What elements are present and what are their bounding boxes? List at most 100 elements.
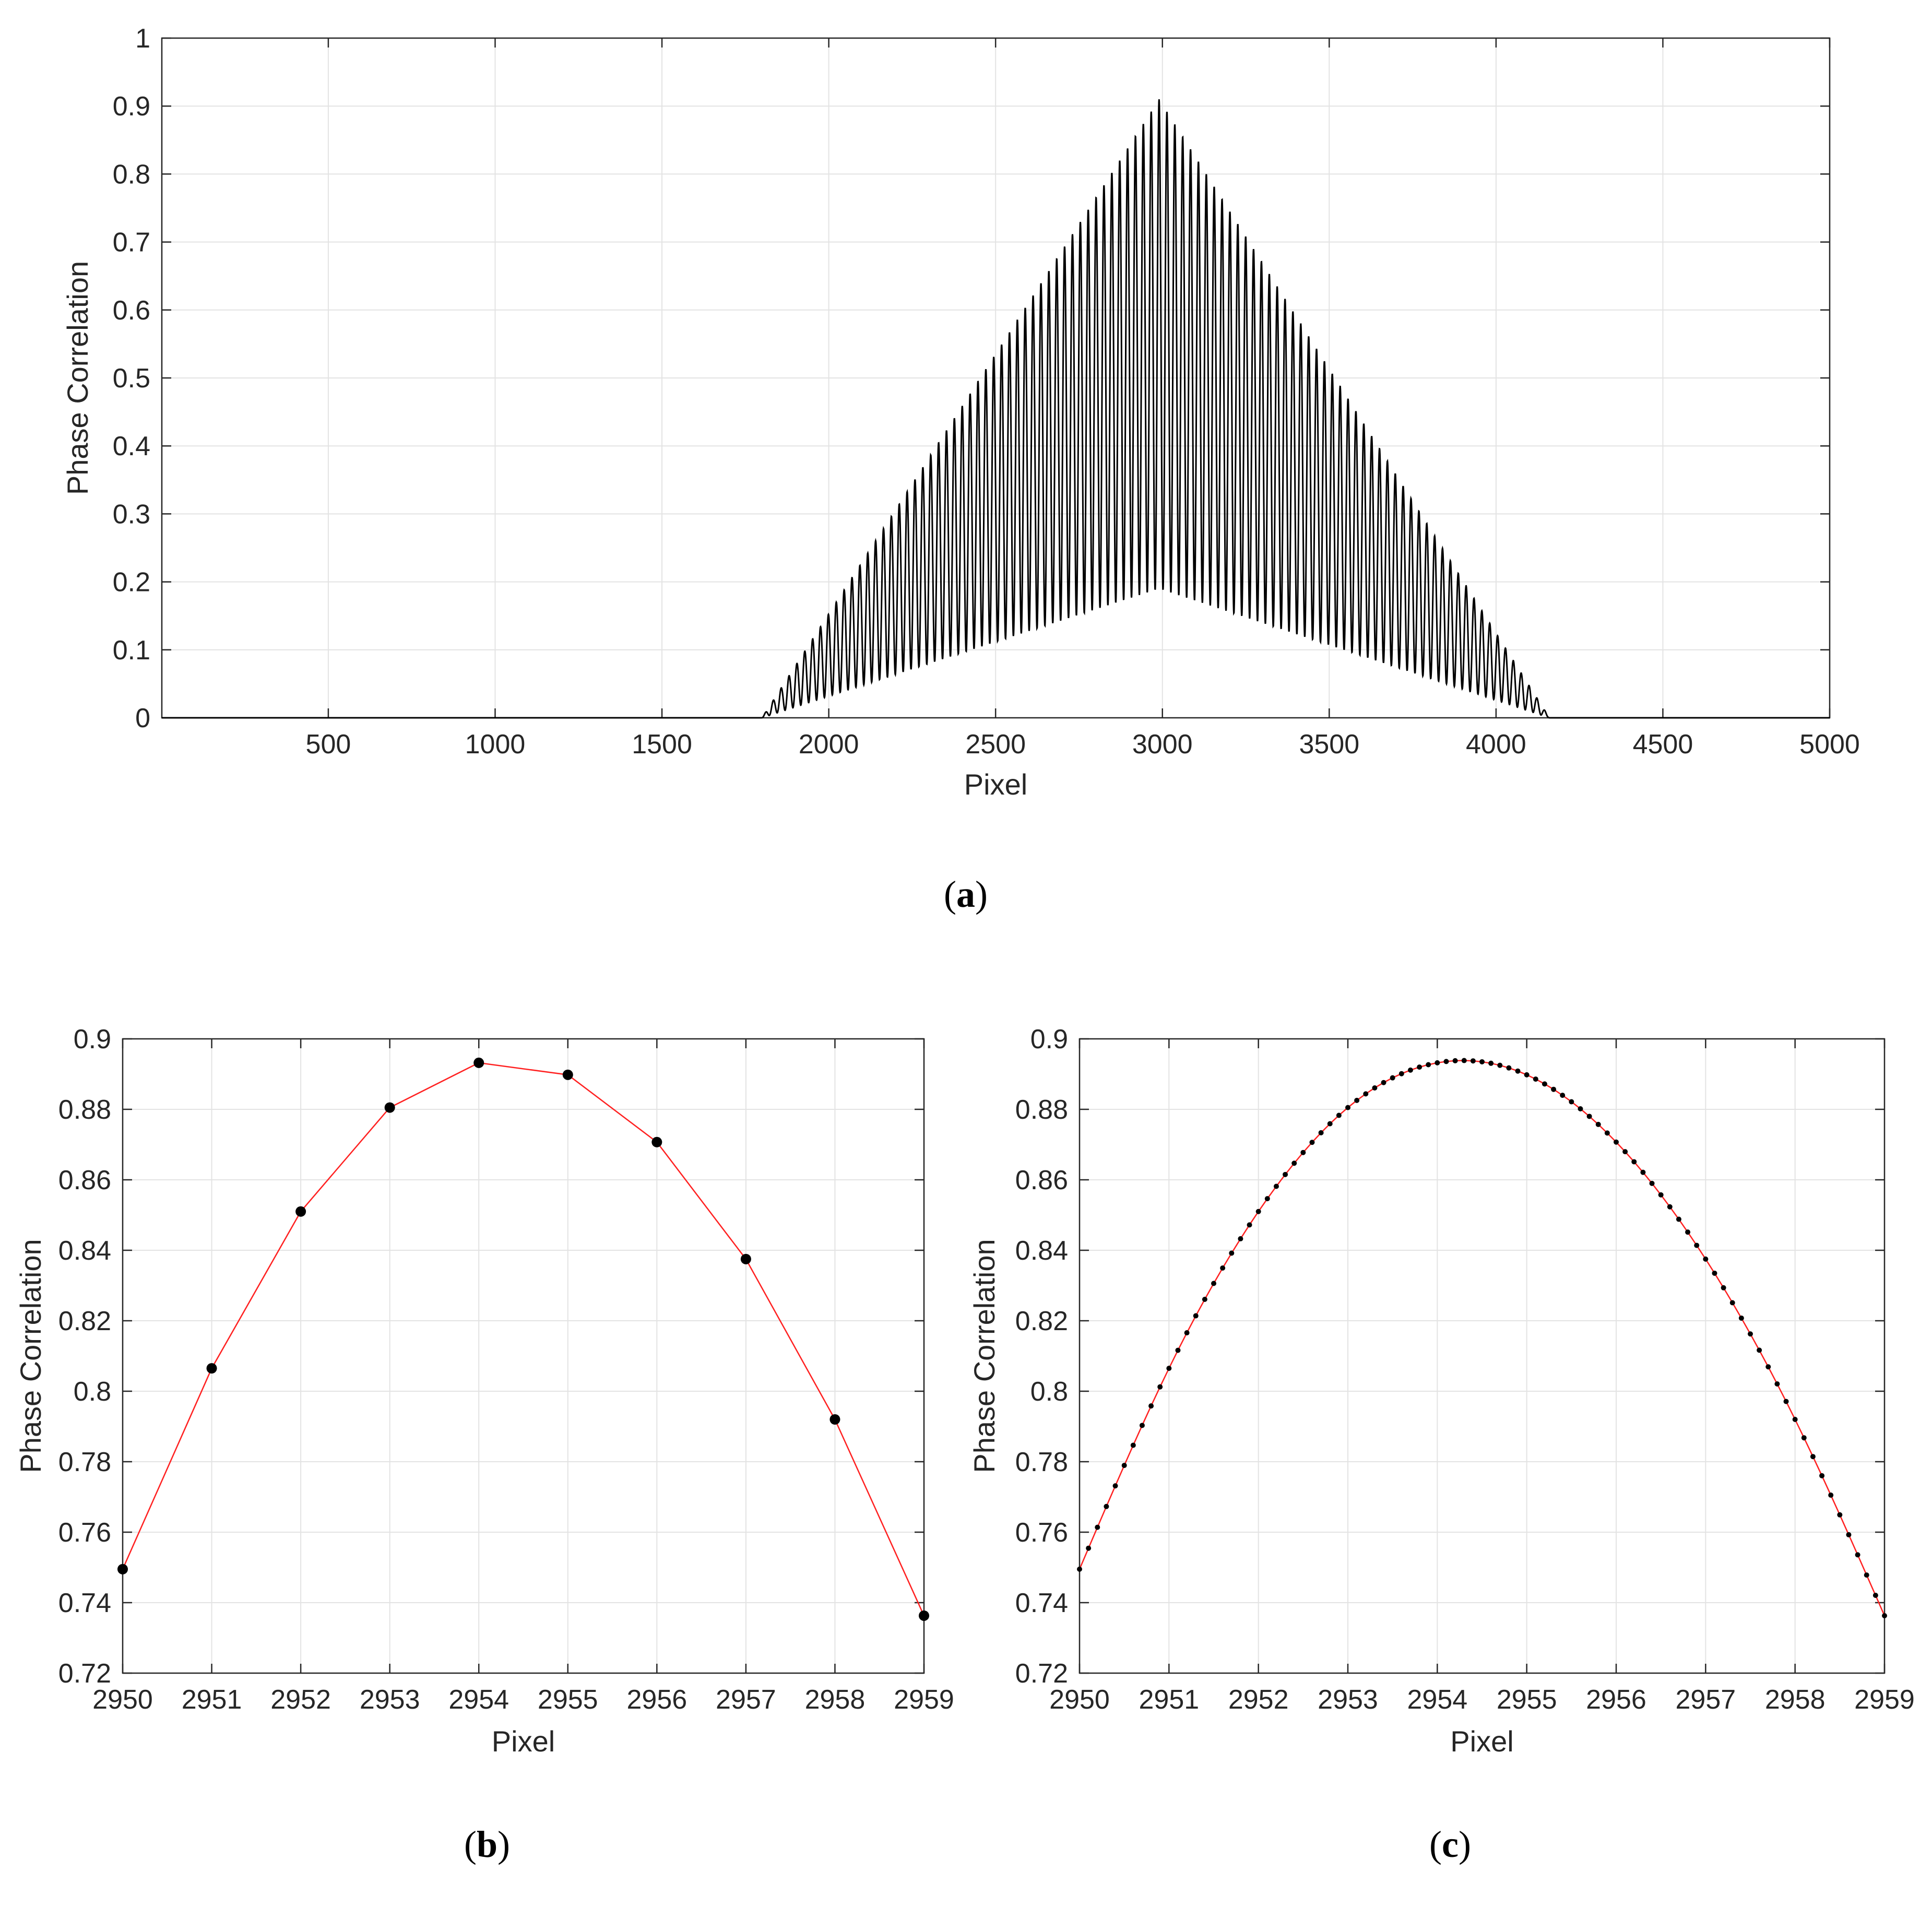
panel-c-data-point bbox=[1721, 1285, 1726, 1290]
panel-b-data-point bbox=[829, 1414, 840, 1425]
panel-c-data-point bbox=[1819, 1473, 1825, 1478]
panel-c-data-point bbox=[1202, 1297, 1207, 1302]
panel-b-x-tick-label: 2956 bbox=[626, 1685, 687, 1715]
panel-c-x-axis-label: Pixel bbox=[1450, 1725, 1513, 1758]
panel-a-x-tick-label: 4000 bbox=[1466, 729, 1526, 760]
panel-b-caption: (b) bbox=[464, 1823, 510, 1865]
panel-b-y-tick-label: 0.72 bbox=[58, 1659, 111, 1689]
panel-c-data-point bbox=[1443, 1059, 1449, 1064]
panel-c-data-point bbox=[1604, 1130, 1610, 1136]
panel-c-data-point bbox=[1569, 1099, 1574, 1105]
panel-b-data-point bbox=[117, 1563, 128, 1574]
panel-c-x-tick-label: 2959 bbox=[1854, 1685, 1915, 1715]
panel-c-x-tick-label: 2958 bbox=[1765, 1685, 1826, 1715]
panel-c-data-point bbox=[1774, 1381, 1780, 1387]
panel-c-data-point bbox=[1765, 1364, 1771, 1370]
panel-c-chart: 2950 2951 2952 2953 2954 2955 2956 2957 2958 2959… bbox=[968, 1024, 1915, 1758]
panel-c-y-tick-label: 0.74 bbox=[1015, 1588, 1068, 1618]
panel-c-data-point bbox=[1488, 1060, 1494, 1066]
panel-a-y-tick-label: 0.1 bbox=[113, 635, 150, 666]
panel-b-data-point bbox=[473, 1057, 484, 1068]
panel-a-y-tick-label: 1 bbox=[135, 23, 150, 54]
panel-b-x-tick-label: 2951 bbox=[182, 1685, 242, 1715]
panel-a-y-tick-label: 0.8 bbox=[113, 159, 150, 189]
panel-c-x-tick-label: 2955 bbox=[1497, 1685, 1557, 1715]
panel-c-data-point bbox=[1479, 1059, 1485, 1064]
panel-b-y-tick-label: 0.9 bbox=[74, 1024, 111, 1055]
panel-c-data-point bbox=[1220, 1265, 1226, 1271]
panel-c-data-point bbox=[1595, 1121, 1601, 1127]
panel-c-data-point bbox=[1792, 1417, 1798, 1422]
panel-b-x-tick-label: 2954 bbox=[448, 1685, 509, 1715]
panel-c-y-tick-label: 0.86 bbox=[1015, 1165, 1068, 1195]
panel-a-chart: 500 1000 1500 2000 2500 3000 3500 4000 4500 5000 0… bbox=[61, 23, 1860, 801]
panel-c-y-tick-label: 0.76 bbox=[1015, 1518, 1068, 1548]
panel-c-data-point bbox=[1255, 1209, 1261, 1214]
panel-c-x-tick-label: 2956 bbox=[1586, 1685, 1646, 1715]
panel-c-data-point bbox=[1157, 1384, 1163, 1390]
panel-c-data-point bbox=[1578, 1106, 1583, 1112]
panel-c-data-point bbox=[1345, 1105, 1350, 1110]
panel-c-x-tick-label: 2950 bbox=[1049, 1685, 1110, 1715]
panel-c-data-point bbox=[1846, 1532, 1852, 1537]
panel-c-y-tick-label: 0.78 bbox=[1015, 1447, 1068, 1477]
panel-a-y-tick-label: 0.6 bbox=[113, 295, 150, 326]
panel-a-x-tick-label: 2500 bbox=[965, 729, 1026, 760]
panel-a-y-tick-label: 0 bbox=[135, 703, 150, 733]
panel-a-y-axis-label: Phase Correlation bbox=[61, 261, 94, 495]
panel-c-data-point bbox=[1712, 1270, 1717, 1276]
panel-c-data-point bbox=[1810, 1454, 1816, 1460]
panel-c-data-point bbox=[1738, 1315, 1744, 1321]
panel-c-data-point bbox=[1685, 1229, 1691, 1235]
panel-c-x-tick-label: 2951 bbox=[1139, 1685, 1199, 1715]
panel-c-data-point bbox=[1184, 1330, 1190, 1336]
panel-c-data-point bbox=[1855, 1552, 1860, 1558]
panel-c-data-point bbox=[1435, 1060, 1440, 1065]
panel-c-data-point bbox=[1452, 1058, 1458, 1063]
panel-b-y-tick-label: 0.76 bbox=[58, 1518, 111, 1548]
panel-b-y-axis-label: Phase Correlation bbox=[14, 1239, 47, 1473]
panel-c-data-point bbox=[1622, 1149, 1628, 1155]
panel-c-data-point bbox=[1336, 1112, 1342, 1118]
panel-b-data-point bbox=[384, 1102, 395, 1113]
panel-c-y-tick-label: 0.84 bbox=[1015, 1236, 1068, 1266]
panel-c-data-point bbox=[1193, 1313, 1199, 1319]
panel-c-data-point bbox=[1139, 1423, 1145, 1428]
panel-c-data-point bbox=[1354, 1097, 1360, 1103]
panel-c-data-point bbox=[1828, 1493, 1834, 1498]
panel-b-series-line bbox=[122, 1062, 925, 1616]
panel-b-data-point bbox=[295, 1206, 306, 1217]
panel-c-data-point bbox=[1461, 1058, 1467, 1063]
panel-c-y-tick-label: 0.8 bbox=[1030, 1377, 1068, 1407]
panel-b-axes-box bbox=[122, 1038, 925, 1674]
panel-b-x-tick-label: 2957 bbox=[716, 1685, 776, 1715]
panel-a-x-tick-label: 3000 bbox=[1132, 729, 1193, 760]
panel-a-x-tick-label: 4500 bbox=[1633, 729, 1693, 760]
panel-a-x-tick-label: 3500 bbox=[1299, 729, 1359, 760]
panel-c-data-point bbox=[1130, 1442, 1136, 1448]
panel-c-data-point bbox=[1533, 1076, 1538, 1082]
panel-c-data-point bbox=[1417, 1064, 1423, 1070]
panel-b-chart: 2950 2951 2952 2953 2954 2955 2956 2957 2958 2959… bbox=[14, 1024, 954, 1758]
panel-c-axes-box bbox=[1078, 1038, 1886, 1674]
panel-b-data-point bbox=[740, 1253, 751, 1264]
panel-a-x-tick-label: 5000 bbox=[1799, 729, 1860, 760]
panel-c-data-point bbox=[1470, 1058, 1476, 1064]
panel-c-data-point bbox=[1560, 1093, 1566, 1098]
panel-b-y-tick-label: 0.86 bbox=[58, 1165, 111, 1195]
panel-c-data-point bbox=[1640, 1169, 1646, 1175]
panel-a-y-tick-label: 0.7 bbox=[113, 228, 150, 258]
panel-c-data-point bbox=[1649, 1180, 1655, 1186]
panel-c-y-tick-label: 0.88 bbox=[1015, 1095, 1068, 1125]
panel-c-x-tick-label: 2953 bbox=[1318, 1685, 1378, 1715]
panel-c-data-point bbox=[1426, 1062, 1431, 1068]
panel-c-data-point bbox=[1086, 1545, 1092, 1551]
panel-c-data-point bbox=[1882, 1613, 1887, 1618]
panel-c-data-point bbox=[1211, 1281, 1216, 1286]
panel-c-data-point bbox=[1748, 1331, 1753, 1337]
panel-c-data-point bbox=[1667, 1204, 1673, 1210]
panel-a-y-tick-label: 0.5 bbox=[113, 363, 150, 394]
panel-c-data-point bbox=[1757, 1347, 1762, 1353]
